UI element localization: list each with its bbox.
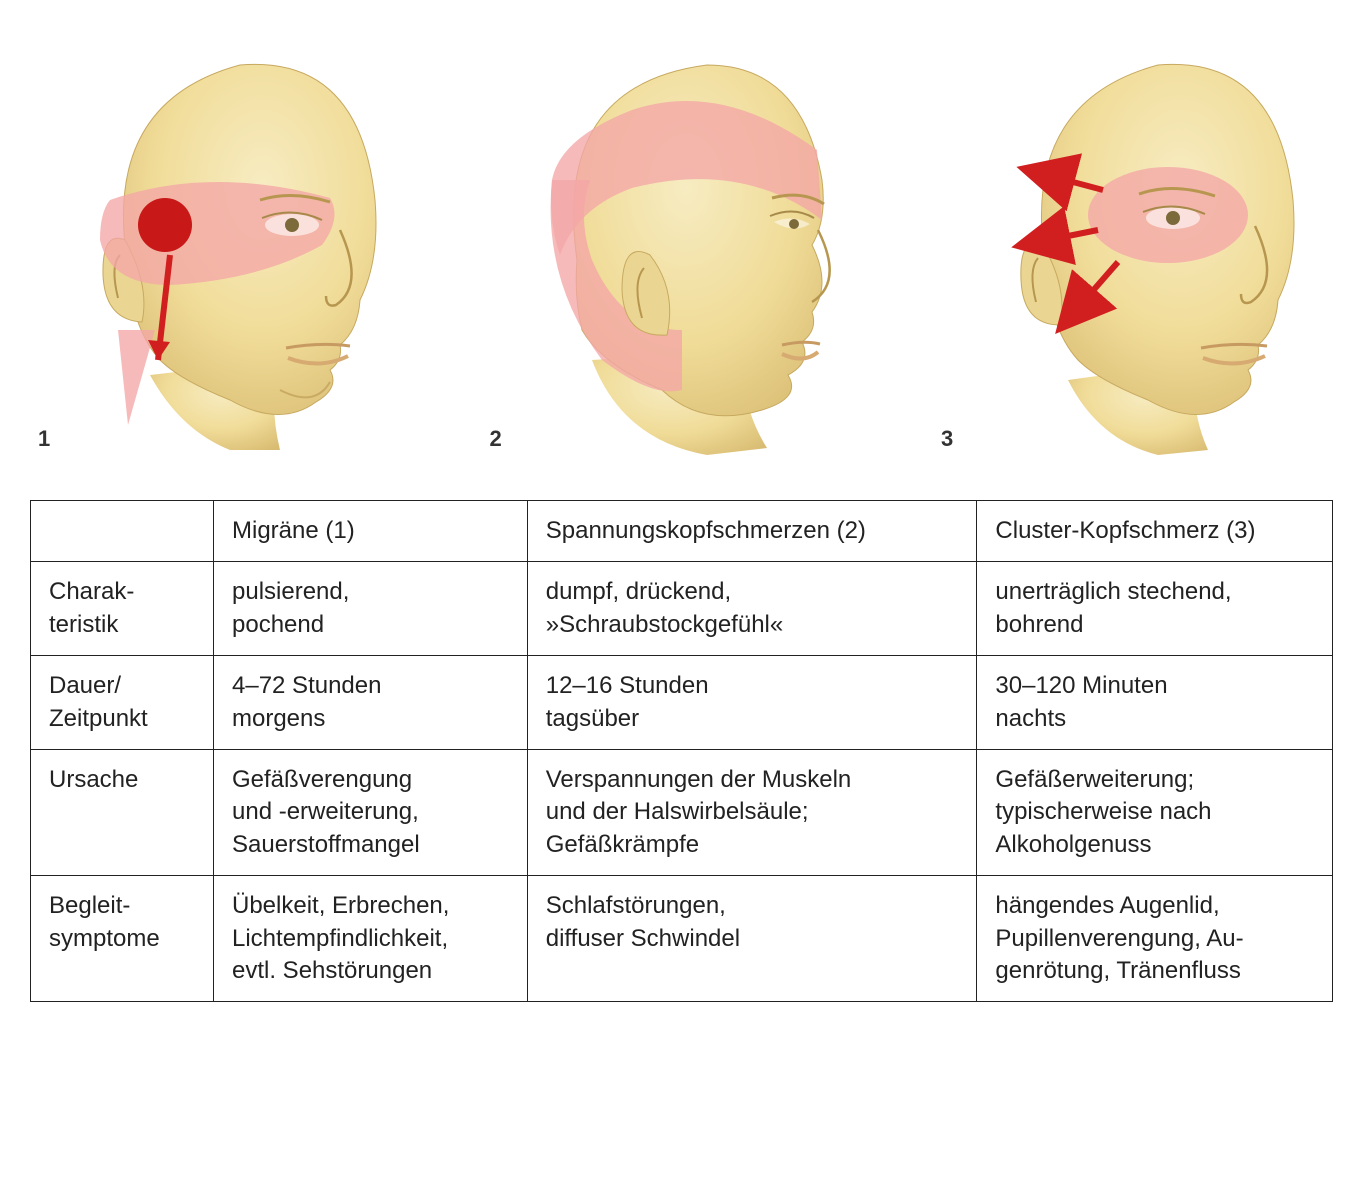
- figure-3-label: 3: [941, 426, 953, 452]
- figure-2-tension: 2: [482, 30, 882, 460]
- cell: unerträglich stechend, bohrend: [977, 562, 1333, 656]
- cell: Gefäßverengung und -erweiterung, Sauerst…: [214, 749, 528, 875]
- header-cluster: Cluster-Kopfschmerz (3): [977, 501, 1333, 562]
- cell: dumpf, drückend, »Schraubstockgefühl«: [527, 562, 977, 656]
- figure-2-label: 2: [490, 426, 502, 452]
- cell: pulsierend, pochend: [214, 562, 528, 656]
- cell: 12–16 Stunden tagsüber: [527, 656, 977, 750]
- row-label: Ursache: [31, 749, 214, 875]
- cell: hängendes Augenlid, Pupillenverengung, A…: [977, 876, 1333, 1002]
- headache-comparison-table: Migräne (1) Spannungskopfschmerzen (2) C…: [30, 500, 1333, 1002]
- header-tension: Spannungskopfschmerzen (2): [527, 501, 977, 562]
- table-body: Migräne (1) Spannungskopfschmerzen (2) C…: [31, 501, 1333, 1002]
- cell: Übelkeit, Erbrechen, Lichtempfindlichkei…: [214, 876, 528, 1002]
- row-label: Dauer/ Zeitpunkt: [31, 656, 214, 750]
- table-row: Migräne (1) Spannungskopfschmerzen (2) C…: [31, 501, 1333, 562]
- table-row: Charak- teristik pulsierend, pochend dum…: [31, 562, 1333, 656]
- figure-3-cluster: 3: [933, 30, 1333, 460]
- figure-1-migraine: 1: [30, 30, 430, 460]
- table-row: Begleit- symptome Übelkeit, Erbrechen, L…: [31, 876, 1333, 1002]
- table-row: Ursache Gefäßverengung und -erweiterung,…: [31, 749, 1333, 875]
- header-migraine: Migräne (1): [214, 501, 528, 562]
- table-row: Dauer/ Zeitpunkt 4–72 Stunden morgens 12…: [31, 656, 1333, 750]
- cell: 30–120 Minuten nachts: [977, 656, 1333, 750]
- row-label: Charak- teristik: [31, 562, 214, 656]
- figures-row: 1: [30, 30, 1333, 460]
- cell: 4–72 Stunden morgens: [214, 656, 528, 750]
- cell: Verspannungen der Muskeln und der Halswi…: [527, 749, 977, 875]
- row-label: Begleit- symptome: [31, 876, 214, 1002]
- figure-1-label: 1: [38, 426, 50, 452]
- head-illustration-3: [933, 30, 1333, 460]
- cell: Schlafstörungen, diffuser Schwindel: [527, 876, 977, 1002]
- cell: Gefäßerweiterung; typischerweise nach Al…: [977, 749, 1333, 875]
- header-blank: [31, 501, 214, 562]
- head-illustration-1: [30, 30, 430, 460]
- head-illustration-2: [482, 30, 882, 460]
